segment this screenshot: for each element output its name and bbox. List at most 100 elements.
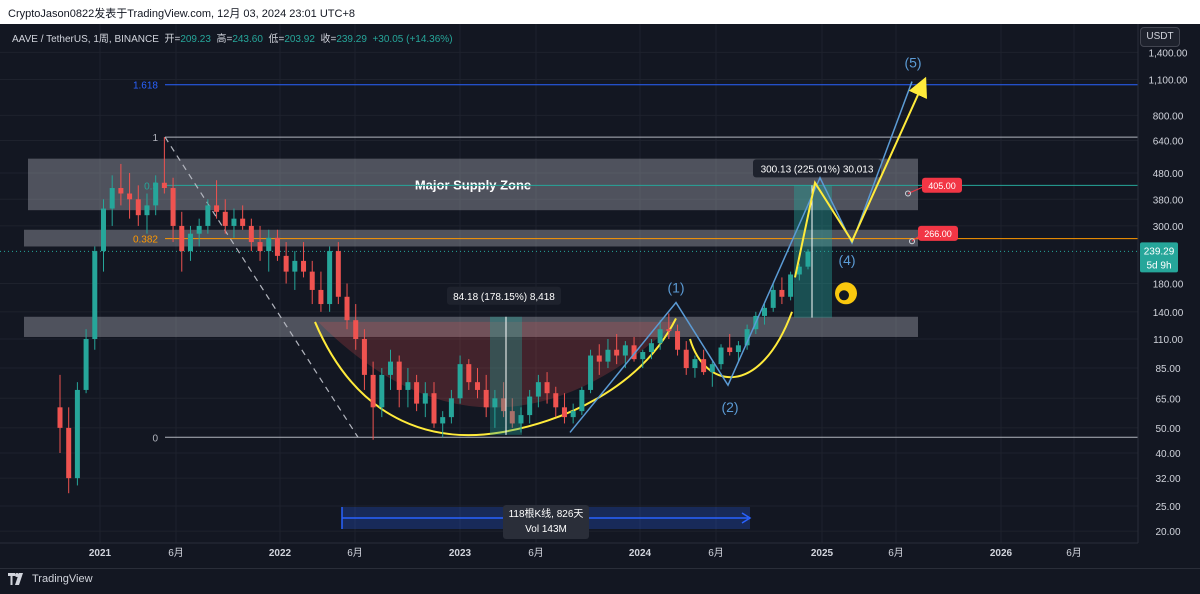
candle-body xyxy=(605,349,611,362)
candle-body xyxy=(727,347,733,353)
tradingview-brand: TradingView xyxy=(32,573,93,585)
candle-body xyxy=(762,307,768,316)
candle-body xyxy=(353,320,359,340)
candle-body xyxy=(170,188,176,226)
date-range-label: 118根K线, 826天 xyxy=(509,507,584,520)
candle-body xyxy=(718,347,724,365)
price-axis: 1,400.00 1,100.00 800.00 640.00 480.00 380.00… xyxy=(1137,24,1200,543)
candle-body xyxy=(92,251,98,340)
candle-body xyxy=(283,255,289,272)
candle-body xyxy=(335,251,341,297)
candle-body xyxy=(274,237,280,256)
candle-body xyxy=(240,218,246,226)
candle-body xyxy=(588,355,594,390)
price-tick-label: 32.00 xyxy=(1155,474,1180,485)
candle-body xyxy=(196,225,202,234)
candle-body xyxy=(179,225,185,252)
candle-body xyxy=(709,364,715,373)
price-tick-label: 20.00 xyxy=(1155,527,1180,538)
candle-body xyxy=(448,398,454,418)
price-tick-label: 380.00 xyxy=(1153,195,1184,206)
candle-body xyxy=(483,389,489,408)
zone-rect xyxy=(24,229,918,247)
fib-trend-line xyxy=(164,136,359,438)
candle-body xyxy=(344,296,350,321)
cup-curve xyxy=(314,318,677,437)
price-tick-label: 50.00 xyxy=(1155,424,1180,435)
candle-body xyxy=(231,218,237,226)
price-tick-label: 800.00 xyxy=(1153,111,1184,122)
candle-body xyxy=(788,274,794,297)
candle-body xyxy=(509,411,515,424)
change-value: +30.05 (+14.36%) xyxy=(372,34,453,45)
candle-body xyxy=(118,188,124,194)
wave-label-5: (5) xyxy=(904,55,921,71)
currency-button[interactable]: USDT xyxy=(1140,27,1180,47)
time-tick-label: 2023 xyxy=(449,548,472,559)
candle-body xyxy=(66,427,72,479)
target-label-bg xyxy=(922,177,962,193)
candle-body xyxy=(579,389,585,412)
candle-body xyxy=(327,251,333,305)
price-tick-label: 25.00 xyxy=(1155,502,1180,513)
target-anchor xyxy=(905,190,911,197)
time-tick-label: 6月 xyxy=(1066,547,1082,559)
candle-body xyxy=(501,398,507,412)
candle-body xyxy=(796,266,802,275)
candle-body xyxy=(614,349,620,356)
candle-body xyxy=(370,374,376,408)
candle-body xyxy=(561,407,567,418)
time-tick-label: 6月 xyxy=(708,547,724,559)
measure-label-1: 84.18 (178.15%) 8,418 xyxy=(453,292,555,303)
candle-body xyxy=(161,182,167,189)
price-tick-label: 140.00 xyxy=(1153,308,1184,319)
target-label-bg xyxy=(918,225,958,241)
close-value: 239.29 xyxy=(336,34,367,45)
candle-body xyxy=(422,393,428,404)
wave-label-1: (1) xyxy=(667,280,684,296)
target-label: 405.00 xyxy=(928,181,956,191)
candle-body xyxy=(57,407,63,428)
fib-layer: 1.618 1 0.5 0.382 0 xyxy=(0,81,1138,444)
fib-label: 0 xyxy=(152,433,158,444)
elliott-wave-blue xyxy=(569,81,913,433)
candle-body xyxy=(405,382,411,390)
candle-body xyxy=(492,398,498,408)
tradingview-logo[interactable]: TradingView xyxy=(8,573,93,585)
candle-body xyxy=(74,389,80,479)
publisher-text: CryptoJason0822发表于TradingView.com, 12月 0… xyxy=(8,8,355,20)
candle-body xyxy=(692,359,698,369)
candle-body xyxy=(396,361,402,390)
fib-label: 0.5 xyxy=(144,181,158,192)
fib-label: 0.382 xyxy=(133,235,158,246)
candle-body xyxy=(596,355,602,362)
target-anchor xyxy=(909,238,915,245)
candle-body xyxy=(527,396,533,416)
wave-label-2: (2) xyxy=(721,399,738,415)
candle-body xyxy=(675,331,681,350)
candle-body xyxy=(222,211,228,226)
time-tick-label: 6月 xyxy=(168,547,184,559)
ok-hand-icon xyxy=(835,282,857,305)
annotations-layer: 84.18 (178.15%) 8,418 300.13 (225.01%) 30… xyxy=(341,55,962,539)
candle-body xyxy=(457,364,463,399)
low-value: 203.92 xyxy=(284,34,315,45)
candle-body xyxy=(100,208,106,252)
current-price-value: 239.29 xyxy=(1144,246,1175,257)
candle-body xyxy=(309,271,315,290)
time-tick-label: 2021 xyxy=(89,548,112,559)
time-axis: 2021 6月 2022 6月 2023 6月 2024 6月 2025 6月 2026 6月 xyxy=(0,542,1200,568)
candle-body xyxy=(144,205,150,216)
ok-hand-ring xyxy=(839,290,849,301)
candle-body xyxy=(214,205,220,212)
candle-body xyxy=(248,225,254,243)
publisher-bar: CryptoJason0822发表于TradingView.com, 12月 0… xyxy=(0,0,1200,24)
candle-body xyxy=(553,393,559,408)
price-tick-label: 85.00 xyxy=(1155,364,1180,375)
time-tick-label: 2026 xyxy=(990,548,1013,559)
current-price-badge xyxy=(1140,242,1178,273)
candle-body xyxy=(318,289,324,305)
time-tick-label: 6月 xyxy=(528,547,544,559)
high-value: 243.60 xyxy=(232,34,263,45)
